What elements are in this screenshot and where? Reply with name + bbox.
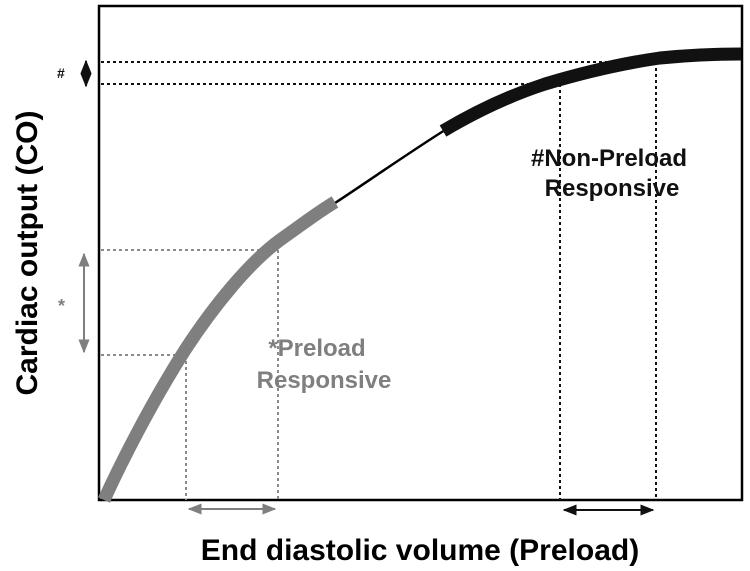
preload-responsive-segment [98, 196, 339, 503]
starling-curve [102, 128, 446, 501]
nonpreload-label-line2: Responsive [545, 175, 680, 202]
nonpreload-label-line1: #Non-Preload [531, 145, 687, 172]
y-axis-label: Cardiac output (CO) [11, 111, 44, 396]
nonpreload-responsive-segment [439, 47, 742, 137]
preload-marker: * [58, 296, 65, 316]
preload-label-line1: *Preload [268, 335, 365, 362]
nonpreload-marker: # [57, 65, 65, 81]
x-axis-label: End diastolic volume (Preload) [201, 534, 639, 567]
preload-label-line2: Responsive [257, 367, 392, 394]
plot-frame [97, 4, 744, 502]
